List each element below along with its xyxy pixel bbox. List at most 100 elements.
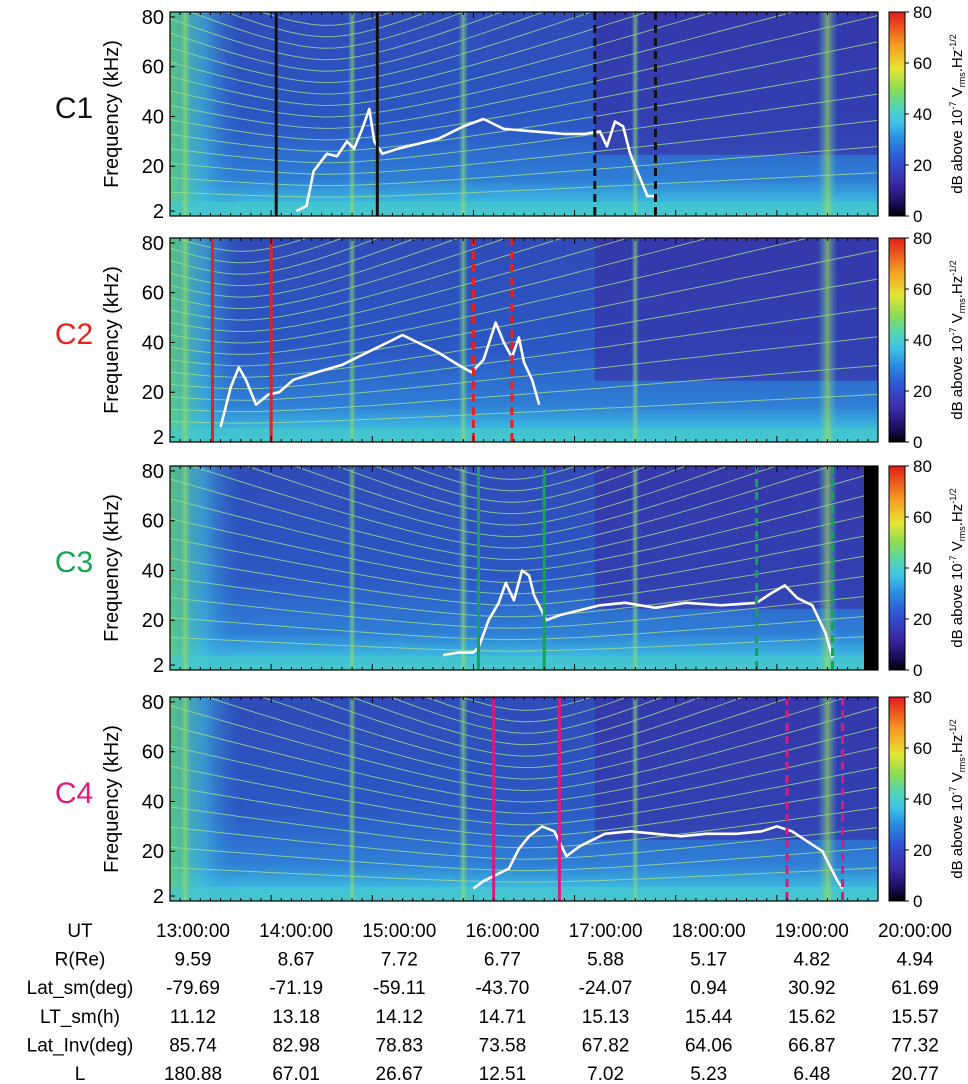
plasma-frequency-trace [442, 569, 834, 658]
harmonic-band-line [170, 278, 878, 378]
colorbar-tick-label: 80 [913, 457, 932, 476]
harmonic-band-line [189, 466, 834, 549]
burst-emission [179, 697, 192, 901]
colorbar-label-part: V [949, 313, 966, 327]
y-tick-label: 20 [142, 610, 164, 632]
spectrogram-area [170, 238, 878, 442]
panel-name-label: C2 [55, 318, 93, 351]
harmonic-band-line [170, 393, 878, 424]
harmonic-band-line [409, 466, 614, 492]
burst-emission [458, 466, 469, 670]
y-axis-label: Frequency (kHz) [101, 40, 123, 188]
harmonic-band-line [308, 697, 745, 757]
ephemeris-cell: -24.07 [579, 978, 633, 999]
ephemeris-cell: -43.70 [475, 978, 529, 999]
harmonic-band-line [170, 238, 710, 344]
harmonic-band-line [170, 532, 878, 595]
ephemeris-cell: 73.58 [479, 1035, 527, 1056]
colorbar-tick-label: 40 [913, 331, 932, 350]
colorbar-label-part: rms [957, 72, 967, 87]
colorbar-label-part: -1/2 [948, 34, 958, 50]
colorbar-tick-label: 80 [913, 3, 932, 22]
ephemeris-cell: 19:00:00 [775, 921, 849, 942]
ephemeris-cell: 8.67 [278, 950, 315, 971]
harmonic-band-line [170, 365, 878, 413]
panel-c2: 2 20 40 60 80 Frequency (kHz) C2 0 20 40 60 80 dB ab… [55, 229, 967, 452]
y-tick-label: 80 [142, 461, 164, 483]
y-axis-label: Frequency (kHz) [101, 725, 123, 873]
ephemeris-cell: 13:00:00 [156, 921, 230, 942]
ephemeris-cell: 20.77 [891, 1064, 939, 1084]
burst-emission [631, 697, 640, 901]
harmonic-band-line [170, 471, 878, 561]
harmonic-band-line [444, 466, 578, 480]
colorbar-gradient [888, 11, 906, 217]
colorbar-label-part: -7 [948, 555, 958, 563]
colorbar-label-part: -7 [948, 786, 958, 794]
ephemeris-cell: 15:00:00 [362, 921, 436, 942]
harmonic-band-line [170, 826, 878, 860]
burst-emission [817, 12, 838, 216]
harmonic-band-line [170, 573, 878, 618]
colorbar-tick-label: 80 [913, 688, 932, 707]
y-tick-label: 40 [142, 560, 164, 582]
harmonic-band-line [170, 594, 878, 629]
ephemeris-row-lat-sm-deg-: Lat_sm(deg) -79.69 -71.19 -59.11 -43.70 -24.0… [27, 978, 939, 999]
burst-emission [817, 466, 838, 670]
harmonic-band-line [170, 146, 878, 187]
data-gap [864, 466, 878, 670]
harmonic-band-line [170, 238, 811, 355]
y-tick-label: 20 [142, 156, 164, 178]
ephemeris-cell: 82.98 [272, 1035, 320, 1056]
harmonic-band-line [170, 12, 503, 61]
spectrogram-area [170, 12, 878, 216]
harmonic-band-line [170, 238, 380, 275]
ephemeris-row-ut: UT 13:00:00 14:00:00 15:00:00 16:00:00 17:00:… [67, 921, 952, 942]
ephemeris-cell: 14:00:00 [259, 921, 333, 942]
ephemeris-cell: 30.92 [788, 978, 836, 999]
burst-emission [458, 238, 469, 442]
y-axis-label: Frequency (kHz) [101, 266, 123, 414]
colorbar-tick-label: 60 [913, 280, 932, 299]
ephemeris-cell: 15.44 [685, 1007, 733, 1028]
ephemeris-row-label: L [75, 1064, 86, 1084]
harmonic-band-line [170, 336, 878, 401]
spectrogram-area [170, 466, 878, 670]
ephemeris-cell: 4.82 [793, 950, 830, 971]
burst-emission [348, 466, 357, 670]
colorbar-label-part: .Hz [949, 735, 966, 758]
harmonic-band-line [245, 466, 778, 538]
ephemeris-cell: 85.74 [169, 1035, 217, 1056]
colorbar-tick-label: 60 [913, 508, 932, 527]
burst-emission [348, 12, 357, 216]
burst-emission [348, 697, 357, 901]
ephemeris-cell: 20:00:00 [878, 921, 952, 942]
panel-c4: 2 20 40 60 80 Frequency (kHz) C4 0 20 40 60 80 dB ab… [55, 688, 967, 911]
harmonic-band-line [170, 238, 418, 287]
ephemeris-cell: 17:00:00 [569, 921, 643, 942]
ephemeris-cell: 5.88 [587, 950, 624, 971]
ephemeris-cell: 77.32 [891, 1035, 939, 1056]
y-tick-label: 2 [153, 427, 164, 449]
ephemeris-cell: 67.82 [582, 1035, 630, 1056]
burst-emission [631, 238, 640, 442]
harmonic-band-line [170, 93, 878, 164]
harmonic-band-line [170, 765, 878, 826]
ephemeris-cell: 5.23 [690, 1064, 727, 1084]
harmonic-band-line [170, 12, 715, 107]
harmonic-bands [170, 12, 878, 198]
colorbar-label-part: -1/2 [948, 260, 958, 276]
burst-emission [817, 697, 838, 901]
colorbar-label: dB above 10-7 Vrms.Hz-1/2 [948, 488, 967, 647]
ephemeris-cell: 15.62 [788, 1007, 836, 1028]
ephemeris-cell: 15.13 [582, 1007, 630, 1028]
y-tick-label: 60 [142, 57, 164, 79]
colorbar-tick-label: 0 [913, 433, 922, 452]
colorbar-tick-label: 40 [913, 105, 932, 124]
ephemeris-cell: 18:00:00 [672, 921, 746, 942]
colorbar-label-part: .Hz [949, 276, 966, 299]
harmonic-band-line [170, 249, 878, 367]
y-tick-label: 40 [142, 332, 164, 354]
harmonic-band-line [170, 238, 508, 310]
